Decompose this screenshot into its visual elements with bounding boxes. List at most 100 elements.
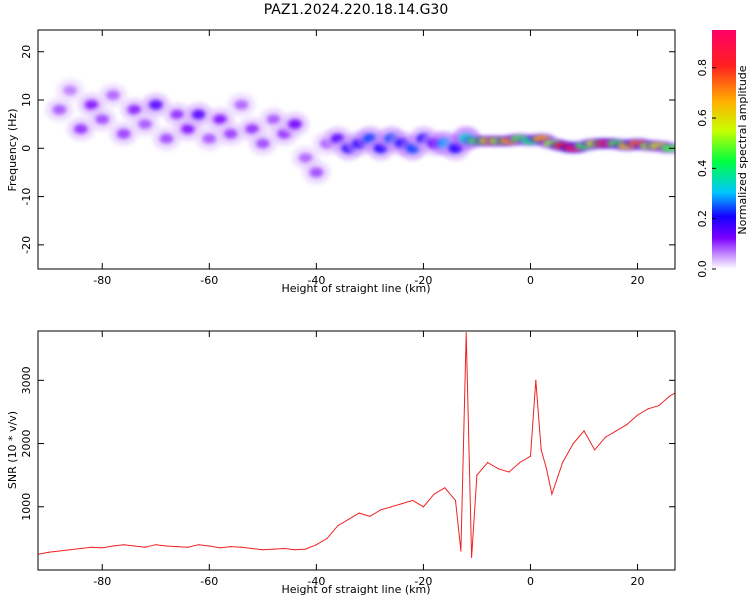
- colorbar-tick-label: 0.6: [696, 109, 709, 127]
- spectrogram-marks: [45, 78, 675, 185]
- snr-point: [572, 442, 574, 445]
- snr-point: [401, 503, 403, 505]
- snr-xtick-label: -80: [93, 575, 111, 588]
- snr-ylabel: SNR (10 * v/v): [6, 411, 19, 489]
- snr-point: [460, 550, 462, 552]
- snr-point: [487, 461, 489, 464]
- colorbar-tick-label: 0.0: [696, 260, 709, 278]
- snr-point: [112, 545, 114, 547]
- snr-point: [358, 512, 360, 514]
- snr-point: [272, 548, 275, 550]
- snr-point: [315, 544, 317, 546]
- snr-point: [80, 547, 82, 550]
- spectrogram-blob: [95, 114, 110, 125]
- snr-ytick-label: 1000: [20, 493, 33, 521]
- snr-point: [155, 544, 157, 546]
- snr-point: [197, 544, 200, 546]
- snr-ytick-label: 3000: [20, 366, 33, 394]
- snr-ticks: -80 -60 -40 -20 0 20 1000 2000 3000: [20, 331, 675, 588]
- spectrogram-xtick-label: -40: [307, 274, 325, 287]
- snr-point: [519, 461, 521, 464]
- snr-point: [165, 545, 168, 547]
- snr-point: [90, 546, 93, 548]
- snr-point: [508, 471, 510, 473]
- spectrogram-ytick-label: 0: [20, 145, 33, 152]
- snr-point: [615, 430, 617, 432]
- colorbar: 0.0 0.2 0.4 0.6 0.8 Normalized spectral ampl…: [696, 30, 749, 278]
- snr-point: [540, 449, 542, 451]
- snr-point: [69, 549, 71, 551]
- snr-point: [454, 499, 457, 502]
- spectrogram-ticks: -80 -60 -40 -20 0 20 -20 -10 0 10 20: [20, 30, 675, 287]
- snr-ytick-label: 2000: [20, 430, 33, 458]
- snr-point: [240, 546, 243, 548]
- snr-xtick-label: -20: [414, 575, 432, 588]
- snr-point: [561, 461, 564, 464]
- snr-background: [38, 331, 675, 570]
- spectrogram-panel: -80 -60 -40 -20 0 20 -20 -10 0 10 20 Height of str…: [6, 29, 676, 295]
- snr-point: [626, 423, 628, 426]
- snr-point: [529, 455, 532, 457]
- snr-point: [283, 547, 285, 550]
- snr-point: [294, 549, 296, 551]
- snr-point: [326, 537, 328, 539]
- colorbar-tick-label: 0.2: [696, 210, 709, 228]
- snr-point: [545, 468, 548, 470]
- spectrogram-blob: [84, 99, 99, 110]
- spectrogram-blob: [660, 145, 675, 152]
- snr-point: [422, 506, 425, 508]
- snr-point: [497, 468, 499, 470]
- spectrogram-blob: [105, 90, 120, 101]
- spectrogram-xtick-label: -60: [200, 274, 218, 287]
- spectrogram-ylabel: Frequency (Hz): [6, 109, 19, 192]
- spectrogram-blob: [170, 109, 185, 120]
- colorbar-tick-label: 0.4: [696, 160, 709, 178]
- spectrogram-xtick-label: -20: [414, 274, 432, 287]
- snr-point: [230, 546, 232, 548]
- snr-point: [583, 430, 585, 432]
- snr-point: [262, 549, 264, 551]
- snr-point: [470, 556, 473, 558]
- snr-xtick-label: 0: [527, 575, 534, 588]
- spectrogram-blob: [191, 109, 206, 120]
- spectrogram-blob: [148, 99, 163, 110]
- spectrogram-blob: [202, 133, 217, 144]
- snr-point: [187, 546, 189, 548]
- snr-point: [669, 395, 671, 397]
- spectrogram-xtick-label: 20: [631, 274, 645, 287]
- snr-point: [369, 515, 371, 517]
- spectrogram-blob: [52, 104, 67, 115]
- spectrogram-ytick-label: 10: [20, 93, 33, 107]
- spectrogram-blob: [116, 128, 131, 139]
- spectrogram-blob: [180, 123, 195, 134]
- snr-point: [647, 408, 649, 410]
- snr-frame: [37, 330, 676, 571]
- snr-point: [133, 545, 135, 547]
- spectrogram-blob: [309, 167, 324, 178]
- spectrogram-blob: [73, 123, 88, 134]
- figure-title: PAZ1.2024.220.18.14.G30: [264, 2, 449, 18]
- spectrogram-blob: [266, 114, 281, 125]
- snr-point: [58, 550, 61, 552]
- snr-point: [412, 499, 414, 502]
- snr-point: [347, 518, 350, 521]
- snr-point: [176, 546, 178, 548]
- colorbar-ticks: 0.0 0.2 0.4 0.6 0.8: [696, 59, 716, 278]
- snr-point: [219, 547, 221, 549]
- spectrogram-blob: [287, 119, 302, 130]
- spectrogram-frame: [37, 29, 676, 270]
- spectrogram-blob: [138, 119, 153, 130]
- colorbar-gradient: [712, 30, 736, 269]
- snr-marks: [38, 332, 675, 558]
- snr-point: [305, 548, 307, 550]
- snr-point: [48, 551, 50, 553]
- snr-xtick-label: 20: [631, 575, 645, 588]
- snr-point: [476, 474, 478, 476]
- snr-xtick-label: -40: [307, 575, 325, 588]
- snr-panel: -80 -60 -40 -20 0 20 1000 2000 3000 Height of st…: [6, 330, 676, 596]
- snr-point: [337, 525, 339, 527]
- snr-point: [444, 487, 446, 489]
- snr-point: [604, 436, 607, 438]
- snr-point: [465, 332, 467, 334]
